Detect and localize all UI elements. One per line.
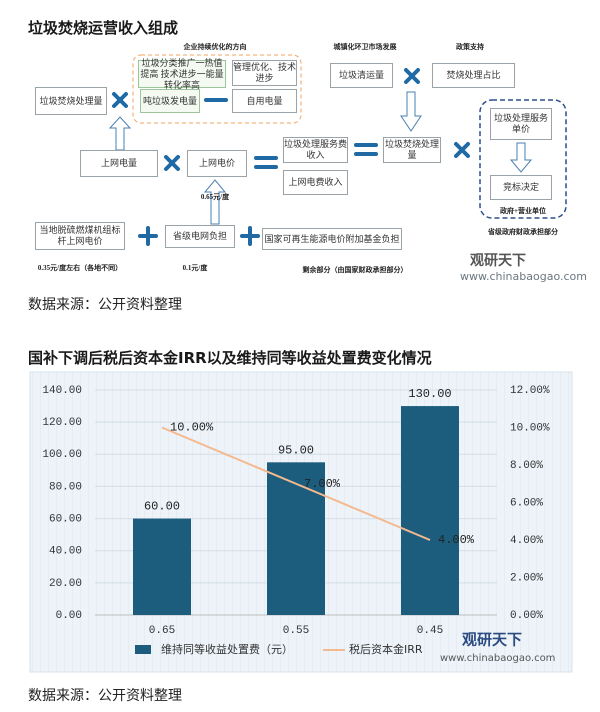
legend-swatch [135,645,151,654]
watermark-brand: 观研天下 [462,631,522,649]
price-box [479,99,567,219]
diagram-title: 垃圾焚烧运营收入组成 [28,19,179,37]
arrow-up [203,179,227,225]
diagram-node: 当地脱硫燃煤机组标杆上网电价 [35,222,125,250]
y2-tick-label: 4.00% [510,535,543,547]
data-label: 60.00 [144,500,180,514]
legend-label: 税后资本金IRR [349,642,423,656]
diagram-caption: 0.1元/度 [182,263,208,272]
optimization-box [132,54,302,124]
diagram-caption: 城镇化环卫市场发展 [333,42,397,51]
y2-tick-label: 12.00% [510,385,550,397]
operators [112,68,470,246]
x-tick-label: 0.45 [417,625,443,637]
data-label: 10.00% [170,421,214,435]
diagram-node: 垃圾焚烧处理量 [383,137,441,163]
data-label: 4.00% [438,533,475,547]
y-tick-label: 120.00 [42,417,82,429]
y2-tick-label: 0.00% [510,610,543,622]
diagram-node: 管理优化、技术进步 [232,60,297,86]
equals [254,156,278,169]
diagram-node: 上网电价 [187,150,247,177]
diagram-shapes [108,54,567,246]
y2-tick-label: 6.00% [510,497,543,509]
arrows [108,91,533,225]
diagram: 观研天下 www.chinabaogao.com 企业持续优化的方向垃圾分类推广… [0,0,600,290]
diagram-node: 垃圾焚烧处理量 [35,87,107,115]
times [454,142,470,158]
equals [354,143,378,156]
diagram-caption: 省级政府财政承担部分 [488,227,558,236]
watermark-site: www.chinabaogao.com [460,270,587,283]
diagram-node: 垃圾清运量 [330,63,393,88]
y2-tick-label: 8.00% [510,460,543,472]
times [404,68,420,84]
arrow-up [108,116,132,151]
y2-tick-label: 2.00% [510,572,543,584]
diagram-node: 省级电网负担 [165,225,235,248]
diagram-node: 国家可再生能源电价附加基金负担 [262,228,402,250]
line [161,426,431,541]
bar [401,406,459,615]
diagram-node: 上网电量 [80,150,158,177]
y-tick-label: 20.00 [49,578,82,590]
watermark-site: www.chinabaogao.com [440,653,555,664]
y-tick-label: 140.00 [42,385,82,397]
watermark-brand: 观研天下 [470,253,526,269]
y-tick-label: 100.00 [42,449,82,461]
times [112,92,128,108]
x-tick-label: 0.55 [283,625,309,637]
bar [133,518,191,615]
diagram-node: 焚烧处理占比 [432,63,515,88]
plus [240,226,260,246]
y-tick-label: 80.00 [49,481,82,493]
chart-title: 国补下调后税后资本金IRR以及维持同等收益处置费变化情况 [28,349,432,367]
y-tick-label: 0.00 [56,610,82,622]
diagram-node: 垃圾处理服务费收入 [283,137,348,163]
legend-label: 维持同等收益处置费（元） [161,642,293,656]
diagram-caption: 政府+营业单位 [500,206,546,215]
diagram-node: 竞标决定 [490,175,552,200]
data-label: 7.00% [304,477,341,491]
y-tick-label: 40.00 [49,546,82,558]
arrow-down [509,142,533,173]
diagram-node: 上网电费收入 [283,170,348,195]
diagram-caption: 0.65元/度 [200,192,230,201]
diagram-caption: 企业持续优化的方向 [183,42,247,51]
diagram-node: 垃圾分类推广一热值提高 技术进步一能量转化率高 [138,58,226,90]
x-tick-label: 0.65 [149,625,175,637]
diagram-node: 自用电量 [232,89,297,113]
source: 数据来源：公开资料整理 [28,688,182,704]
diagram-node: 垃圾处理服务单价 [490,108,552,140]
plus [138,226,158,246]
bar [267,462,325,615]
diagram-caption: 0.35元/度左右（各地不同） [37,263,123,272]
y2-tick-label: 10.00% [510,422,550,434]
times [164,155,180,171]
diagram-caption: 剩余部分（由国家财政承担部分） [302,265,408,274]
source: 数据来源：公开资料整理 [28,297,182,313]
data-label: 95.00 [278,443,314,457]
diagram-caption: 政策支持 [456,42,484,51]
arrow-down [400,91,422,132]
diagram-node: 吨垃圾发电量 [140,89,200,113]
y-tick-label: 60.00 [49,513,82,525]
data-label: 130.00 [408,387,451,401]
